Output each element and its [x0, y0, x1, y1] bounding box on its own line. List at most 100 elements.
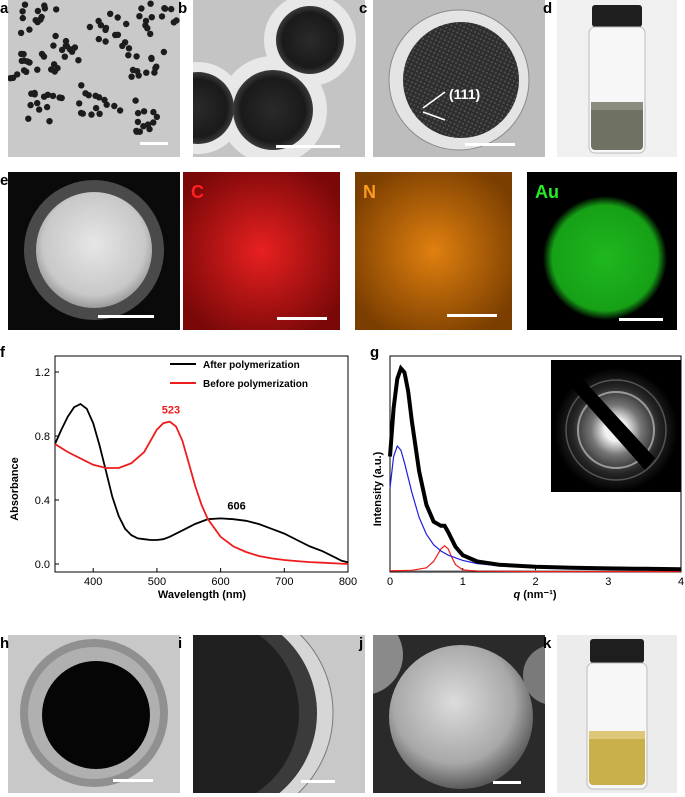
- nanoparticle: [32, 17, 39, 24]
- nanoparticle: [34, 66, 41, 73]
- y-tick-label: 0.4: [35, 495, 50, 507]
- x-axis-label-unit: (nm⁻¹): [520, 589, 557, 601]
- nanoparticle: [158, 13, 166, 20]
- y-tick-label: 0.0: [35, 559, 50, 571]
- x-tick-label: 2: [532, 576, 538, 588]
- nanoparticle: [37, 16, 44, 23]
- nanoparticle: [134, 68, 141, 75]
- x-tick-label: 400: [84, 576, 102, 588]
- hollow-shell-particle: [20, 639, 168, 787]
- nanoparticle: [76, 100, 83, 107]
- sem-sphere: [373, 635, 545, 789]
- nanoparticle: [18, 57, 25, 65]
- y-axis-label: Absorbance: [9, 457, 21, 521]
- scale-bar: [276, 145, 340, 148]
- haadf-particle: [24, 180, 164, 320]
- nanoparticle: [123, 20, 130, 28]
- scale-bar: [493, 781, 521, 784]
- eds-label-au: Au: [535, 182, 559, 202]
- nanoparticle: [49, 92, 57, 100]
- x-tick-label: 3: [605, 576, 611, 588]
- y-axis-label: Intensity (a.u.): [372, 451, 384, 526]
- nanoparticle: [133, 53, 140, 60]
- nanoparticle: [41, 5, 49, 12]
- scale-bar: [277, 317, 327, 320]
- panel-label-c: c: [359, 0, 368, 17]
- nanoparticle: [95, 94, 103, 101]
- eds-map-carbon: C: [183, 172, 340, 330]
- nanoparticle: [88, 111, 95, 118]
- peak-label-0: 523: [162, 405, 180, 417]
- single-particle: [388, 9, 530, 151]
- nanoparticle: [114, 31, 122, 38]
- x-axis-label: Wavelength (nm): [158, 589, 247, 601]
- nanoparticle: [27, 101, 34, 109]
- nanoparticle: [26, 59, 33, 66]
- carbon-map-texture: [183, 172, 340, 330]
- panel-c-hrtem-image: (111): [373, 0, 545, 157]
- nanoparticle: [143, 69, 150, 76]
- plot-frame: [54, 355, 349, 573]
- vial-dark-solution: [588, 5, 646, 154]
- nanoparticle: [19, 8, 26, 15]
- lattice-plane-label: (111): [449, 86, 481, 102]
- nanoparticle: [132, 97, 139, 104]
- nanoparticle: [68, 48, 76, 55]
- nanoparticle: [168, 5, 175, 13]
- panel-label-e: e: [0, 172, 9, 189]
- nanoparticle: [23, 68, 30, 76]
- eds-map-nitrogen: N: [355, 172, 512, 330]
- nanoparticle: [140, 108, 148, 115]
- nanoparticle-dots: [8, 0, 180, 135]
- nanoparticle: [114, 14, 121, 21]
- nanoparticle: [153, 113, 161, 121]
- nanoparticle: [86, 23, 94, 31]
- nanoparticle: [144, 25, 151, 32]
- y-tick-label: 1.2: [35, 367, 50, 379]
- nanoparticle: [116, 107, 124, 114]
- nanoparticle: [53, 6, 60, 13]
- nanoparticle: [46, 118, 53, 125]
- panel-label-a: a: [0, 0, 9, 17]
- series-line-0: [54, 402, 349, 564]
- panel-e-haadf-image: [8, 172, 180, 330]
- panel-label-h: h: [0, 635, 10, 652]
- nanoparticle: [63, 42, 70, 50]
- nanoparticle: [79, 110, 87, 117]
- nanoparticle: [133, 128, 140, 135]
- nanoparticle: [62, 37, 70, 45]
- nanoparticle: [95, 35, 103, 43]
- scale-bar: [301, 780, 335, 783]
- scale-bar: [447, 314, 497, 317]
- x-axis-label: q (nm⁻¹): [513, 589, 556, 601]
- x-tick-label: 4: [678, 576, 684, 588]
- nanoparticle: [31, 89, 38, 97]
- nanoparticle: [17, 29, 25, 37]
- panel-i-tem-image: [193, 635, 365, 793]
- panel-d-vial-photo: [557, 0, 677, 157]
- nanoparticle: [40, 93, 48, 100]
- legend-label-1: Before polymerization: [203, 379, 308, 390]
- nanoparticle: [125, 45, 133, 52]
- panel-j-sem-image: [373, 635, 545, 793]
- scale-bar: [113, 779, 153, 782]
- panel-label-b: b: [178, 0, 188, 17]
- nanoparticle: [75, 57, 82, 64]
- nanoparticle: [101, 96, 108, 104]
- nanoparticle: [52, 32, 59, 40]
- nanoparticle: [161, 5, 169, 12]
- nanoparticle: [61, 53, 68, 60]
- nanoparticle: [151, 69, 158, 76]
- x-axis-label-q: q: [513, 589, 520, 601]
- nanoparticle: [92, 104, 100, 112]
- series-line-0: [388, 364, 682, 572]
- nanoparticle: [50, 42, 57, 49]
- nanoparticle: [128, 73, 135, 80]
- nanoparticle: [102, 24, 110, 32]
- nanoparticle: [160, 48, 168, 56]
- panel-label-d: d: [543, 0, 553, 17]
- nanoparticle: [153, 63, 160, 70]
- eds-label-n: N: [363, 182, 376, 202]
- vial-yellow-solution: [586, 639, 648, 790]
- core-shell-particles: [193, 0, 356, 157]
